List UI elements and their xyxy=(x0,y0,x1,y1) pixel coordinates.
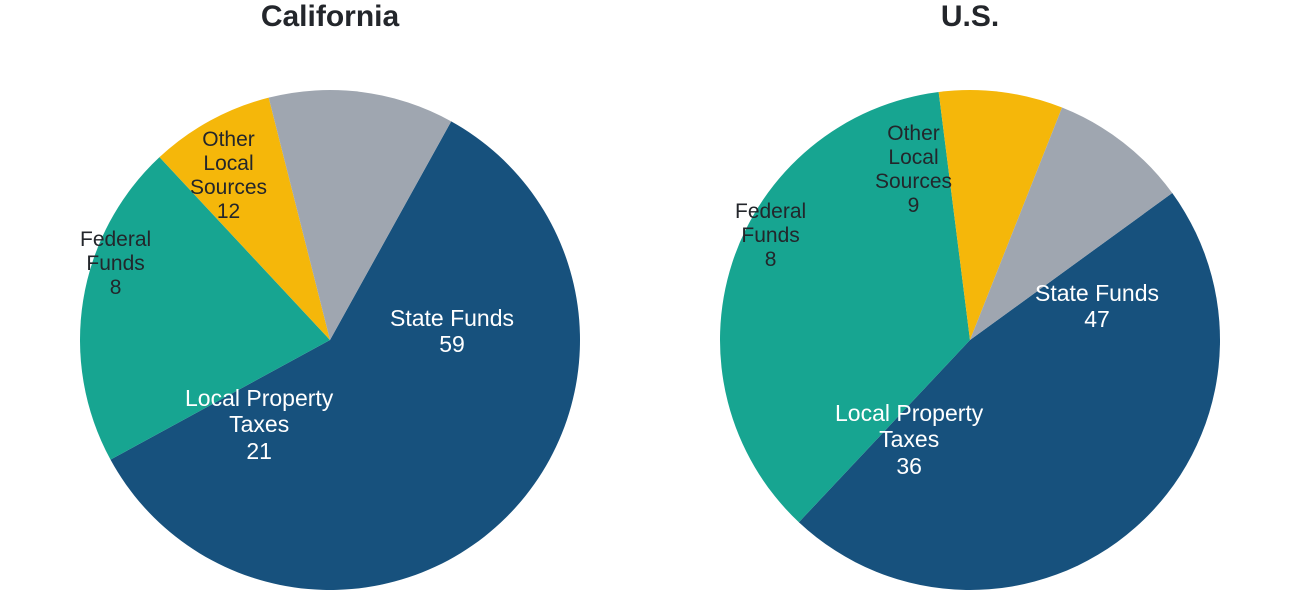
panel-us: U.S. State Funds47Local PropertyTaxes36F… xyxy=(710,0,1230,610)
panel-title: California xyxy=(261,0,399,34)
pie-california: State Funds59Local PropertyTaxes21Federa… xyxy=(70,50,590,610)
panel-california: California State Funds59Local PropertyTa… xyxy=(70,0,590,610)
panel-title: U.S. xyxy=(941,0,999,34)
chart-wrap: California State Funds59Local PropertyTa… xyxy=(0,0,1300,610)
pie-us: State Funds47Local PropertyTaxes36Federa… xyxy=(710,50,1230,610)
